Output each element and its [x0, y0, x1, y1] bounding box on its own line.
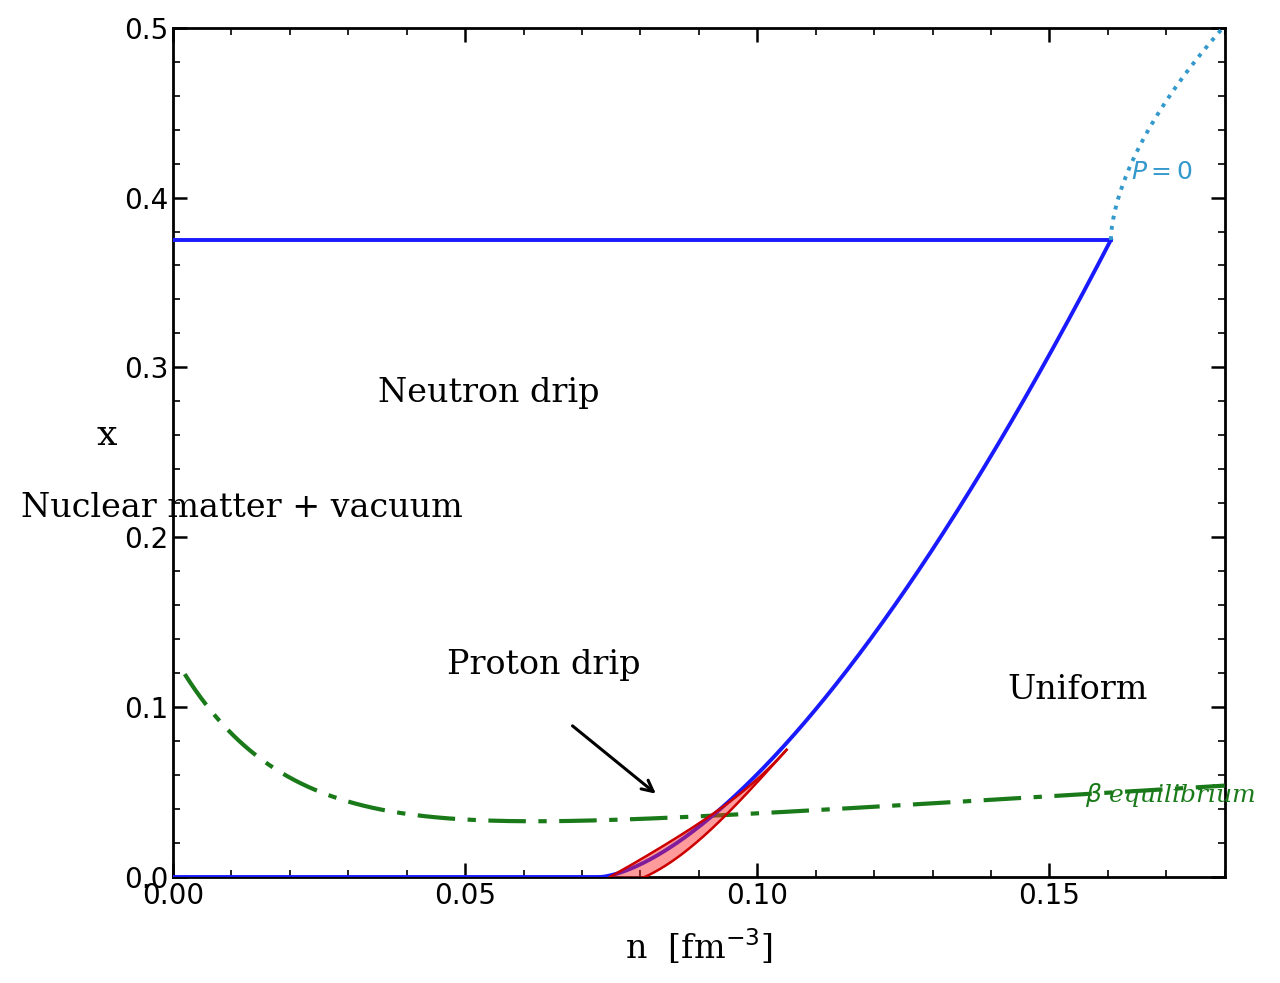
Text: Nuclear matter + vacuum: Nuclear matter + vacuum: [20, 492, 462, 524]
Text: Uniform: Uniform: [1007, 674, 1148, 706]
Text: Proton drip: Proton drip: [447, 649, 640, 680]
Text: $P = 0$: $P = 0$: [1132, 160, 1193, 184]
Polygon shape: [599, 750, 786, 886]
Y-axis label: x: x: [97, 419, 118, 452]
X-axis label: n  [fm$^{-3}$]: n [fm$^{-3}$]: [625, 927, 773, 966]
Text: Neutron drip: Neutron drip: [378, 376, 599, 409]
Text: $\beta$ equilibrium: $\beta$ equilibrium: [1084, 781, 1256, 809]
